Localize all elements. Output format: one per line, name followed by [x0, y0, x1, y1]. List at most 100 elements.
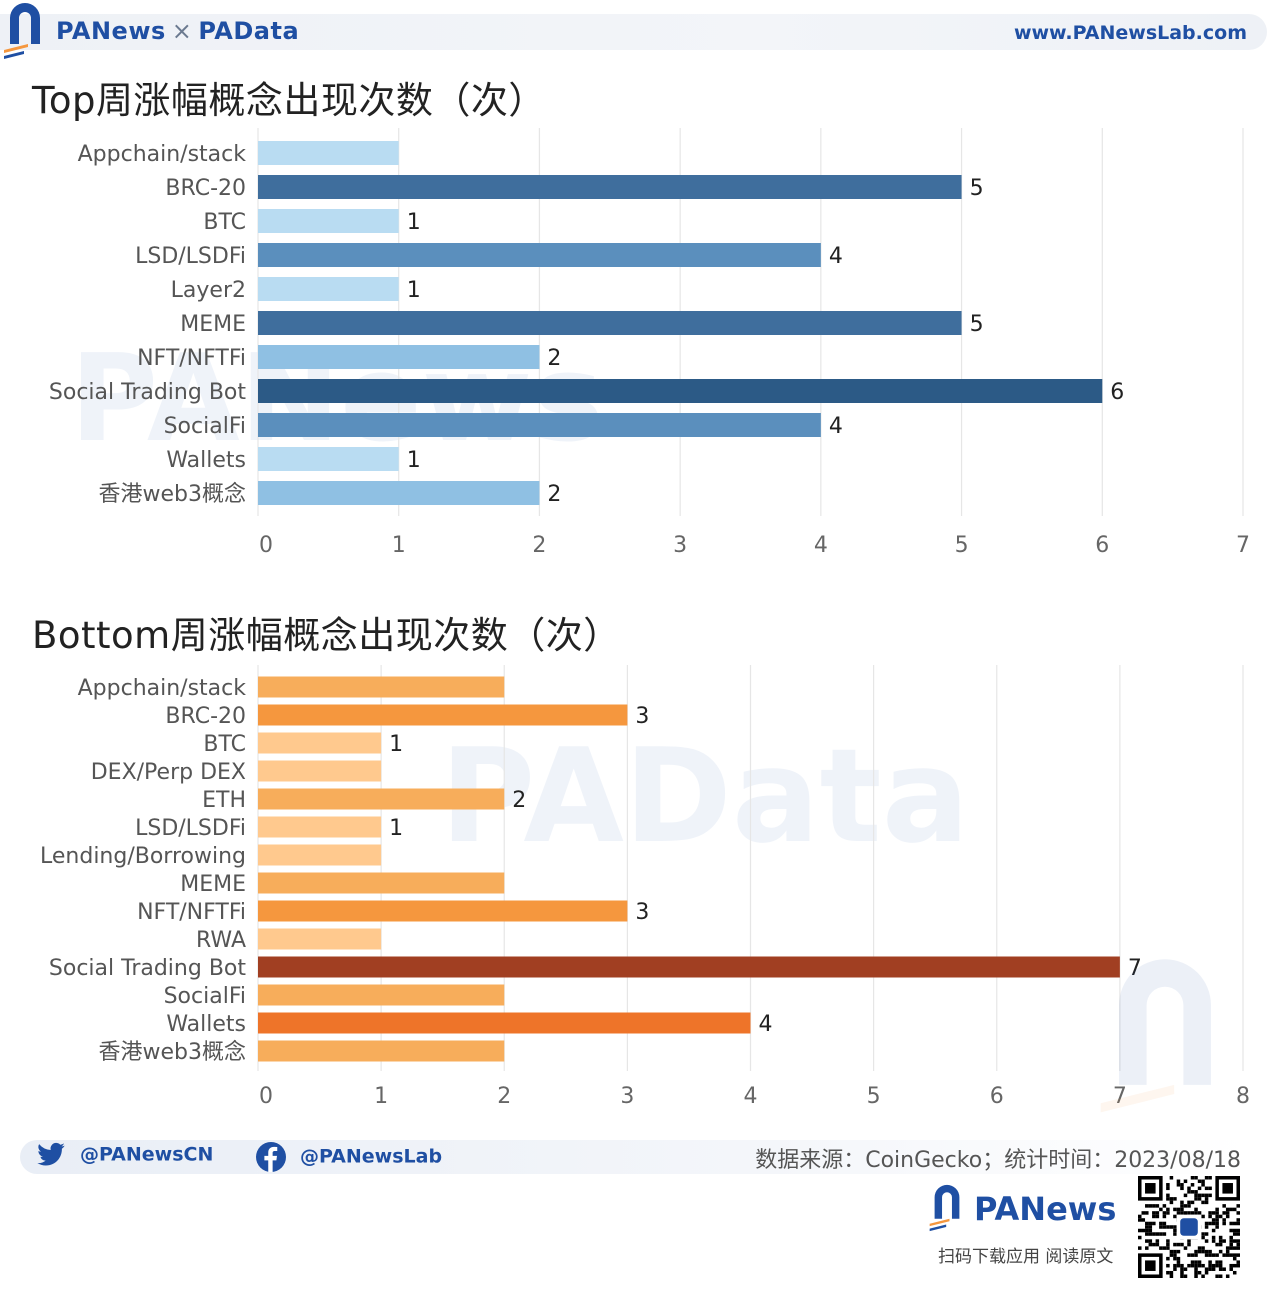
x-tick-label: 0 [259, 1084, 273, 1109]
brand-right: PAData [198, 17, 300, 45]
site-url[interactable]: www.PANewsLab.com [1013, 22, 1247, 44]
bar[interactable] [258, 175, 962, 199]
category-label: NFT/NFTFi [137, 900, 246, 925]
bar[interactable] [258, 760, 382, 782]
header-bar [0, 14, 1267, 50]
footer-caption: 扫码下载应用 阅读原文 [938, 1247, 1114, 1267]
category-label: Wallets [166, 1012, 246, 1037]
data-label: 1 [389, 816, 403, 841]
x-tick-label: 2 [497, 1084, 511, 1109]
footer-bar [20, 1140, 1250, 1174]
data-label: 2 [547, 482, 561, 507]
chart-title-top: Top周涨幅概念出现次数（次） [32, 79, 546, 122]
data-label: 4 [829, 414, 843, 439]
bar[interactable] [258, 732, 382, 754]
bar[interactable] [258, 141, 399, 165]
x-tick-label: 4 [814, 533, 828, 558]
bar[interactable] [258, 928, 382, 950]
category-label: MEME [180, 872, 246, 897]
category-label: Appchain/stack [78, 142, 247, 167]
bar[interactable] [258, 447, 399, 471]
data-label: 1 [389, 732, 403, 757]
bar[interactable] [258, 788, 505, 810]
category-label: 香港web3概念 [99, 1040, 247, 1065]
panews-logo-icon [4, 3, 40, 59]
x-tick-label: 0 [259, 533, 273, 558]
bar[interactable] [258, 956, 1120, 978]
x-tick-label: 4 [744, 1084, 758, 1109]
bar[interactable] [258, 379, 1103, 403]
bar[interactable] [258, 900, 628, 922]
data-label: 1 [407, 210, 421, 235]
chart-bottom: 0 1 2 3 4 5 6 7 8 Appchain/stack BRC-20 3 BTC 1 DEX/Pe… [40, 665, 1250, 1109]
x-tick-label: 7 [1113, 1084, 1127, 1109]
data-label: 2 [547, 346, 561, 371]
panews-footer-logo-icon [929, 1184, 960, 1232]
footer-brand: PANews [974, 1190, 1117, 1228]
facebook-icon [256, 1142, 286, 1172]
data-label: 3 [635, 704, 649, 729]
bar[interactable] [258, 816, 382, 838]
bar[interactable] [258, 277, 399, 301]
bar[interactable] [258, 311, 962, 335]
bar[interactable] [258, 844, 382, 866]
category-label: Appchain/stack [78, 676, 247, 701]
data-label: 4 [759, 1012, 773, 1037]
category-label: DEX/Perp DEX [91, 760, 246, 785]
bar[interactable] [258, 413, 821, 437]
data-label: 6 [1110, 380, 1124, 405]
data-source: 数据来源：CoinGecko；统计时间：2023/08/18 [755, 1148, 1241, 1173]
data-label: 5 [970, 312, 984, 337]
x-tick-label: 2 [532, 533, 546, 558]
bar[interactable] [258, 481, 540, 505]
x-tick-label: 8 [1236, 1084, 1250, 1109]
bar[interactable] [258, 1040, 505, 1062]
bar[interactable] [258, 243, 821, 267]
category-label: Layer2 [171, 278, 246, 303]
category-label: LSD/LSDFi [135, 816, 246, 841]
qr-code-icon[interactable] [1138, 1176, 1240, 1278]
category-label: LSD/LSDFi [135, 244, 246, 269]
x-tick-label: 6 [1095, 533, 1109, 558]
category-label: BRC-20 [165, 704, 246, 729]
twitter-handle[interactable]: @PANewsCN [36, 1142, 213, 1168]
data-label: 2 [512, 788, 526, 813]
category-label: 香港web3概念 [99, 482, 247, 507]
bar[interactable] [258, 209, 399, 233]
x-tick-label: 7 [1236, 533, 1250, 558]
brand-title: PANews × PAData [56, 17, 299, 45]
data-label: 5 [970, 176, 984, 201]
category-label: Social Trading Bot [49, 956, 246, 981]
bar[interactable] [258, 676, 505, 698]
x-tick-label: 3 [620, 1084, 634, 1109]
x-tick-label: 5 [955, 533, 969, 558]
category-label: RWA [196, 928, 246, 953]
category-label: Lending/Borrowing [40, 844, 246, 869]
category-label: Wallets [166, 448, 246, 473]
x-tick-label: 5 [867, 1084, 881, 1109]
bar[interactable] [258, 345, 540, 369]
x-tick-label: 3 [673, 533, 687, 558]
facebook-handle[interactable]: @PANewsLab [256, 1142, 442, 1172]
chart-top: 0 1 2 3 4 5 6 7 Appchain/stack BRC-20 5 BTC 1 LSD/LSD… [49, 128, 1250, 558]
category-label: BRC-20 [165, 176, 246, 201]
x-tick-label: 6 [990, 1084, 1004, 1109]
twitter-handle-text: @PANewsCN [80, 1143, 214, 1166]
category-label: MEME [180, 312, 246, 337]
bar[interactable] [258, 1012, 751, 1034]
logo-watermark-icon [1100, 959, 1211, 1113]
data-label: 4 [829, 244, 843, 269]
bar[interactable] [258, 704, 628, 726]
category-label: BTC [203, 210, 246, 235]
category-label: Social Trading Bot [49, 380, 246, 405]
category-label: SocialFi [164, 414, 246, 439]
x-tick-label: 1 [374, 1084, 388, 1109]
data-label: 3 [635, 900, 649, 925]
bar[interactable] [258, 872, 505, 894]
category-label: BTC [203, 732, 246, 757]
bar[interactable] [258, 984, 505, 1006]
data-label: 1 [407, 278, 421, 303]
brand-separator: × [171, 17, 193, 45]
brand-left: PANews [56, 17, 166, 45]
category-label: NFT/NFTFi [137, 346, 246, 371]
